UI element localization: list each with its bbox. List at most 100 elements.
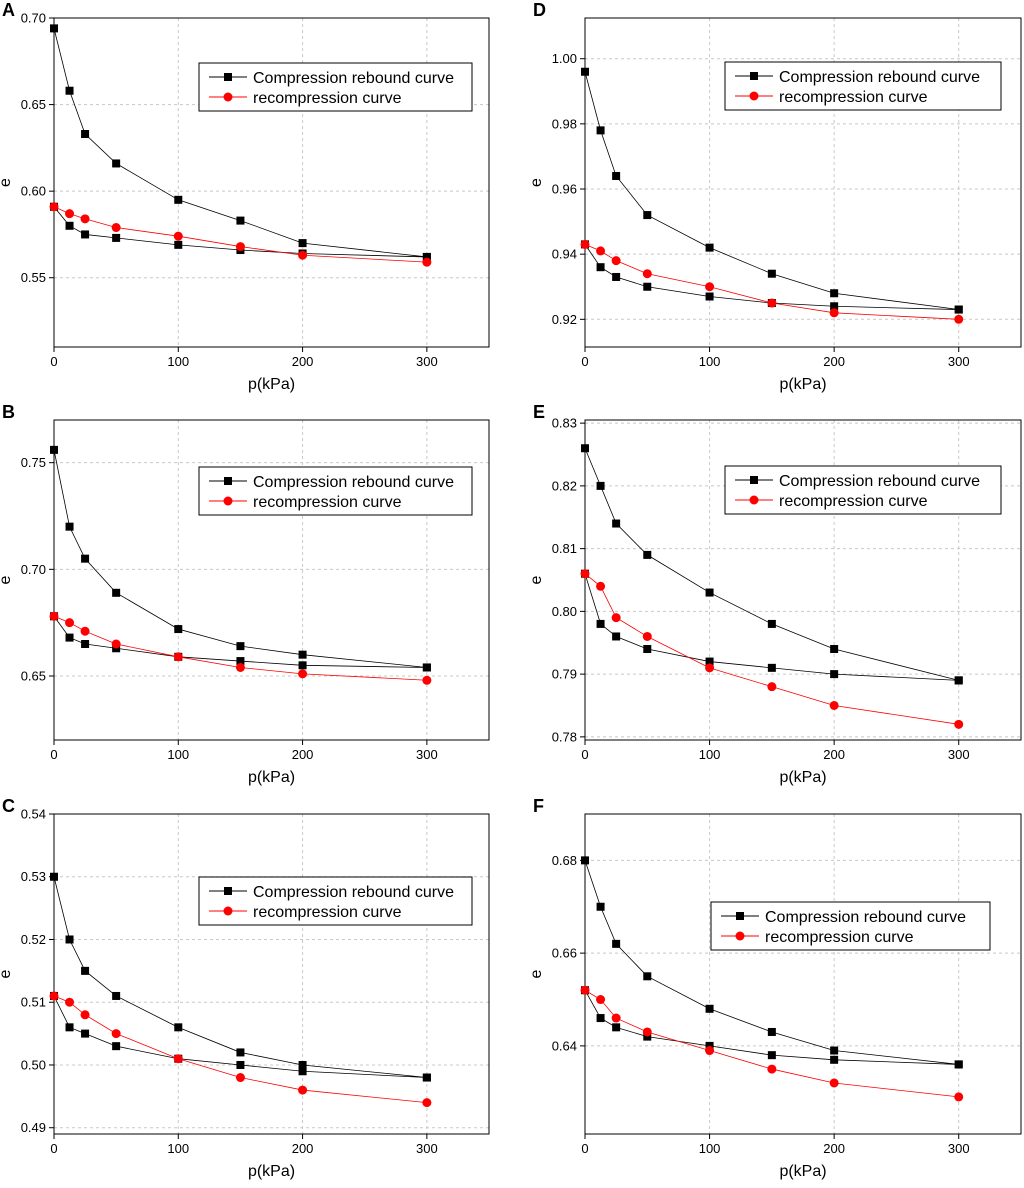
point-compression [236,216,245,225]
legend-label-compression: Compression rebound curve [253,474,454,491]
y-axis-label: e [0,178,14,187]
y-axis-label: e [528,178,545,187]
y-tick-label: 0.65 [21,669,46,684]
plot-frame [584,813,1022,1135]
point-compression [643,550,652,559]
point-compression [81,1029,90,1038]
x-tick-label: 200 [292,354,314,369]
point-compression [830,289,839,298]
point-compression [705,657,714,666]
point-compression [298,661,307,670]
point-recompression [611,256,621,266]
legend-label-compression: Compression rebound curve [765,909,966,926]
point-recompression [298,250,308,260]
point-compression [705,588,714,597]
point-recompression [580,239,590,249]
point-compression [830,302,839,311]
legend-label-compression: Compression rebound curve [253,884,454,901]
legend-label-recompression: recompression curve [253,904,402,921]
x-tick-label: 0 [581,1141,588,1156]
point-compression [596,263,605,272]
legend-marker-compression [750,72,758,80]
legend-marker-recompression [223,496,233,506]
point-recompression [611,1013,621,1023]
point-recompression [596,995,606,1005]
x-tick-label: 0 [50,747,57,762]
point-recompression [111,223,121,233]
point-compression [236,1048,245,1057]
point-compression [422,1073,431,1082]
x-tick-label: 300 [948,354,970,369]
point-compression [954,676,963,685]
y-tick-label: 0.79 [552,667,577,682]
legend-box [198,876,473,926]
point-compression [643,211,652,220]
y-tick-label: 0.51 [21,995,46,1010]
point-compression [767,1051,776,1060]
y-tick-label: 0.78 [552,729,577,744]
point-recompression [65,997,75,1007]
point-compression [112,159,121,168]
point-recompression [173,652,183,662]
point-compression [236,1060,245,1069]
point-compression [643,645,652,654]
y-tick-label: 0.53 [21,869,46,884]
panel-label: D [533,0,546,20]
point-compression [65,1023,74,1032]
y-tick-label: 0.54 [21,807,46,822]
point-compression [65,86,74,95]
point-recompression [298,669,308,679]
point-compression [81,640,90,648]
x-tick-label: 0 [50,354,57,369]
x-axis-label: p(kPa) [248,376,295,393]
point-compression [954,305,963,314]
x-axis-label: p(kPa) [248,1163,295,1180]
point-compression [65,221,74,230]
point-compression [81,966,90,975]
point-recompression [49,611,59,621]
y-tick-label: 0.94 [552,247,577,262]
x-tick-label: 200 [823,747,845,762]
x-tick-label: 200 [292,747,314,762]
y-tick-label: 0.68 [552,853,577,868]
y-tick-label: 0.82 [552,478,577,493]
point-compression [65,522,74,531]
panel-label: C [2,796,15,816]
point-recompression [235,242,245,252]
point-recompression [235,662,245,672]
point-recompression [954,314,964,324]
point-compression [767,663,776,672]
point-compression [705,292,714,301]
chart-panel-b: 0 100 200 300 0.65 0.70 0.75 p(kPa) e B Compressio… [0,402,490,786]
point-compression [596,619,605,628]
point-recompression [65,618,75,628]
legend-label-compression: Compression rebound curve [779,473,980,490]
point-compression [65,633,74,642]
y-tick-label: 0.55 [21,270,46,285]
point-recompression [705,663,715,673]
point-compression [612,939,621,948]
point-compression [612,1023,621,1032]
plot-frame [584,17,1022,348]
point-compression [767,1027,776,1036]
point-compression [643,282,652,291]
plot-frame [584,419,1022,741]
point-compression [830,1055,839,1064]
point-compression [705,1041,714,1050]
chart-panel-e: 0 100 200 300 0.78 0.79 0.80 0.81 0.82 0.83 p(kPa)… [528,402,1022,786]
point-compression [612,632,621,641]
point-recompression [829,700,839,710]
y-axis-label: e [528,575,545,584]
y-tick-label: 0.80 [552,604,577,619]
point-compression [596,902,605,911]
point-compression [596,481,605,490]
x-tick-label: 200 [823,1141,845,1156]
legend-box [198,62,473,112]
point-recompression [49,202,59,212]
point-compression [174,1023,183,1032]
legend-label-recompression: recompression curve [765,929,914,946]
point-recompression [111,639,121,649]
panel-label: A [2,0,15,20]
legend-marker-compression [224,477,232,485]
